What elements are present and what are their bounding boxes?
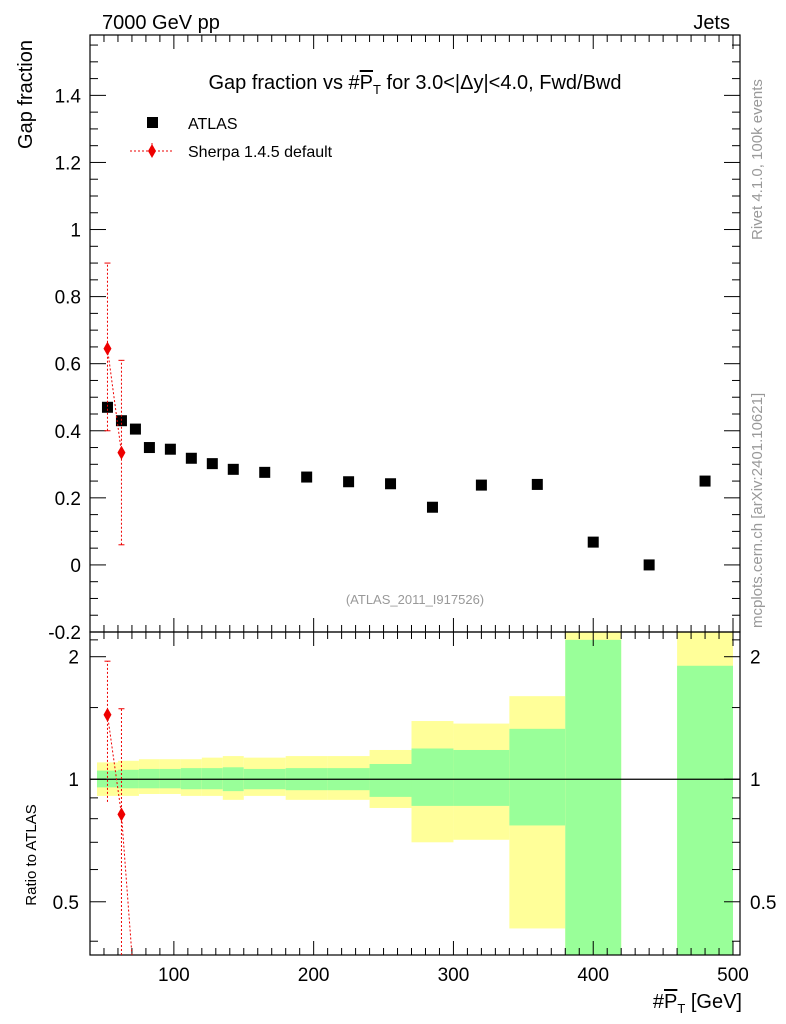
ratio-panel-frame xyxy=(89,631,741,956)
atlas-point xyxy=(259,466,271,478)
xlabel-pt-symbol: P xyxy=(664,991,677,1013)
x-tick-label: 300 xyxy=(438,965,470,986)
atlas-point xyxy=(643,559,655,571)
sherpa-ratio-point xyxy=(103,707,112,722)
title-prefix: Gap fraction vs # xyxy=(208,72,360,94)
xlabel-pt-subscript: T xyxy=(677,1001,685,1016)
ratio-bands xyxy=(96,632,734,955)
ratio-band-green xyxy=(159,768,181,789)
xlabel-prefix: # xyxy=(653,991,665,1013)
sherpa-ratio-line xyxy=(106,714,133,956)
sherpa-point xyxy=(117,445,126,460)
ratio-band-green xyxy=(369,764,412,797)
ratio-tick-label-right: 2 xyxy=(750,648,761,669)
energy-label: 7000 GeV pp xyxy=(102,12,220,34)
atlas-point xyxy=(426,501,438,513)
ratio-tick-label: 2 xyxy=(68,648,79,669)
atlas-point xyxy=(531,478,543,490)
legend-atlas-marker xyxy=(147,117,158,128)
ratio-band-green xyxy=(138,768,160,789)
xlabel-suffix: [GeV] xyxy=(685,991,742,1013)
y-axis-label: Gap fraction xyxy=(15,40,37,149)
ratio-y-axis-label: Ratio to ATLAS xyxy=(23,804,40,905)
sherpa-line xyxy=(106,348,122,453)
sherpa-ratio-point xyxy=(117,807,126,822)
atlas-point xyxy=(143,442,155,454)
atlas-point xyxy=(301,471,313,483)
atlas-point xyxy=(185,452,197,464)
x-tick-label: 500 xyxy=(717,965,749,986)
atlas-point xyxy=(101,401,113,413)
ratio-band-green xyxy=(453,749,510,806)
x-tick-label: 400 xyxy=(577,965,609,986)
sherpa-point xyxy=(103,341,112,356)
y-tick-label: -0.2 xyxy=(48,623,81,644)
ratio-tick-label: 0.5 xyxy=(53,893,79,914)
analysis-watermark: (ATLAS_2011_I917526) xyxy=(346,592,484,607)
y-tick-label: 0.6 xyxy=(55,355,81,376)
data-marks xyxy=(101,262,711,956)
rivet-version-label: Rivet 4.1.0, 100k events xyxy=(749,79,766,240)
jets-label: Jets xyxy=(693,12,730,34)
title-pt-subscript: T xyxy=(373,82,381,97)
ratio-band-green xyxy=(411,748,454,806)
y-tick-label: 0.2 xyxy=(55,489,81,510)
atlas-point xyxy=(385,478,397,490)
atlas-point xyxy=(164,443,176,455)
legend-sherpa-marker xyxy=(148,144,156,158)
atlas-point xyxy=(206,458,218,470)
y-tick-label: 1.4 xyxy=(55,86,82,107)
title-pt-symbol: P xyxy=(360,72,373,94)
atlas-point xyxy=(475,479,487,491)
y-tick-label: 1.2 xyxy=(55,153,81,174)
ratio-band-green xyxy=(565,639,622,955)
legend-sherpa-label: Sherpa 1.4.5 default xyxy=(188,144,333,161)
legend-atlas-label: ATLAS xyxy=(188,116,238,133)
atlas-point xyxy=(343,476,355,488)
ratio-tick-label-right: 0.5 xyxy=(750,893,776,914)
ratio-tick-label: 1 xyxy=(68,770,79,791)
y-tick-label: 1 xyxy=(70,221,81,242)
axes: 100 200 300 400 500 -0.2 0 0.2 0.4 0.6 0.8 1 1.2 1.4 0… xyxy=(48,35,776,986)
x-tick-label: 100 xyxy=(158,965,190,986)
title-suffix: for 3.0<|Δy|<4.0, Fwd/Bwd xyxy=(381,72,622,94)
atlas-point xyxy=(587,536,599,548)
ratio-band-green xyxy=(677,665,734,955)
mcplots-label: mcplots.cern.ch [arXiv:2401.10621] xyxy=(749,393,766,628)
atlas-point xyxy=(699,475,711,487)
ratio-tick-label-right: 1 xyxy=(750,770,761,791)
chart-title: Gap fraction vs #PT for 3.0<|Δy|<4.0, Fw… xyxy=(208,72,621,97)
atlas-point xyxy=(227,463,239,475)
y-tick-label: 0.4 xyxy=(55,422,82,443)
x-axis-label: #PT [GeV] xyxy=(653,991,742,1016)
y-tick-label: 0.8 xyxy=(55,288,81,309)
x-tick-label: 200 xyxy=(298,965,330,986)
y-tick-label: 0 xyxy=(70,556,81,577)
atlas-point xyxy=(129,423,141,435)
ratio-band-green xyxy=(509,728,566,826)
